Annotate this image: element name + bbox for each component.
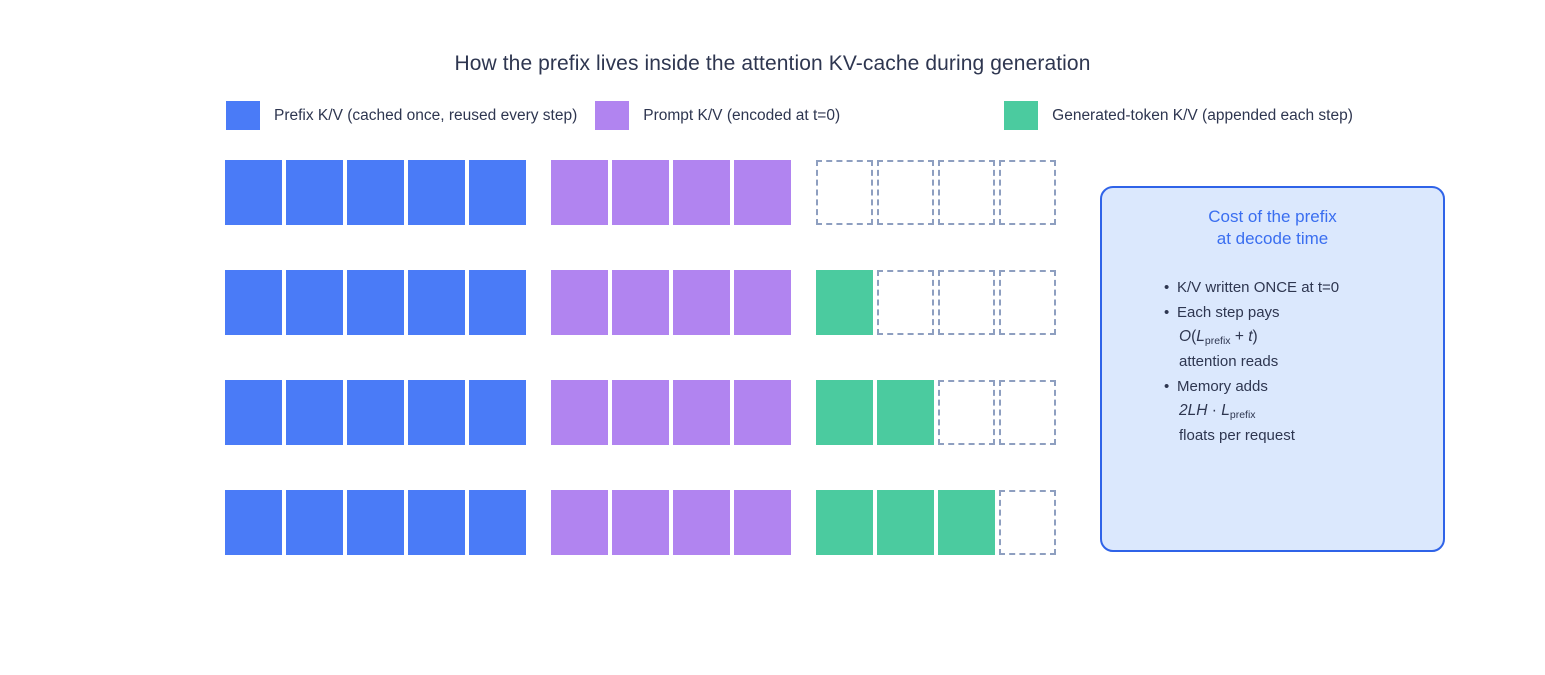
prompt-cell	[612, 270, 669, 335]
generated-cell	[816, 380, 873, 445]
generated-cell	[877, 380, 934, 445]
empty-slot-cell	[999, 490, 1056, 555]
prompt-cell	[673, 380, 730, 445]
prompt-cell	[612, 160, 669, 225]
empty-slot-cell	[816, 160, 873, 225]
legend-item-prefix: Prefix K/V (cached once, reused every st…	[226, 101, 577, 130]
panel-bullet-list: • K/V written ONCE at t=0 • Each step pa…	[1122, 276, 1423, 448]
panel-bullet-formula: O(Lprefix + t)	[1179, 328, 1258, 347]
prompt-cell	[673, 270, 730, 335]
prefix-group	[225, 490, 526, 555]
prompt-cell	[734, 380, 791, 445]
prefix-cell	[286, 270, 343, 335]
prefix-cell	[469, 380, 526, 445]
row-cells-t0	[225, 160, 1056, 225]
prompt-cell	[673, 490, 730, 555]
row-cells-t3	[225, 490, 1056, 555]
cost-info-panel: Cost of the prefix at decode time • K/V …	[1100, 186, 1445, 552]
panel-bullet-item: • K/V written ONCE at t=0	[1164, 276, 1423, 300]
empty-slot-cell	[877, 160, 934, 225]
prefix-cell	[286, 490, 343, 555]
generated-cell	[816, 490, 873, 555]
empty-slot-cell	[938, 270, 995, 335]
page-title: How the prefix lives inside the attentio…	[454, 52, 1091, 75]
prefix-cell	[347, 160, 404, 225]
prefix-cell	[225, 490, 282, 555]
legend-item-prompt: Prompt K/V (encoded at t=0)	[595, 101, 840, 130]
prompt-group	[551, 490, 791, 555]
prefix-cell	[469, 270, 526, 335]
legend-item-generated: Generated-token K/V (appended each step)	[1004, 101, 1353, 130]
panel-heading-line2: at decode time	[1216, 229, 1329, 248]
prefix-cell	[469, 490, 526, 555]
panel-bullet-text: K/V written ONCE at t=0	[1177, 279, 1340, 296]
prompt-cell	[734, 160, 791, 225]
prefix-cell	[225, 380, 282, 445]
prompt-cell	[612, 380, 669, 445]
generated-group	[816, 160, 1056, 225]
prefix-swatch-icon	[226, 101, 260, 130]
prompt-cell	[551, 270, 608, 335]
legend-label-prefix: Prefix K/V (cached once, reused every st…	[274, 106, 578, 124]
panel-bullet-text: Memory adds	[1177, 378, 1268, 395]
prefix-group	[225, 380, 526, 445]
prefix-cell	[408, 270, 465, 335]
prompt-group	[551, 380, 791, 445]
panel-bullet-tail: floats per request	[1179, 427, 1295, 444]
generated-swatch-icon	[1004, 101, 1039, 130]
empty-slot-cell	[877, 270, 934, 335]
panel-bullet-tail: attention reads	[1179, 353, 1279, 370]
row-cells-t2	[225, 380, 1056, 445]
prefix-group	[225, 270, 526, 335]
prompt-cell	[673, 160, 730, 225]
panel-bullet-item: • Memory adds 2LH · Lprefix floats per r…	[1164, 375, 1423, 448]
prompt-swatch-icon	[595, 101, 630, 130]
prefix-cell	[286, 380, 343, 445]
panel-bullet-formula: 2LH · Lprefix	[1179, 402, 1256, 421]
empty-slot-cell	[999, 160, 1056, 225]
empty-slot-cell	[999, 270, 1056, 335]
generated-cell	[816, 270, 873, 335]
empty-slot-cell	[999, 380, 1056, 445]
empty-slot-cell	[938, 380, 995, 445]
prefix-cell	[408, 380, 465, 445]
prefix-cell	[286, 160, 343, 225]
legend-label-prompt: Prompt K/V (encoded at t=0)	[643, 106, 841, 124]
bullet-dot-icon: •	[1164, 279, 1170, 296]
prefix-cell	[225, 270, 282, 335]
panel-bullet-item: • Each step pays O(Lprefix + t) attentio…	[1164, 301, 1423, 374]
prompt-cell	[551, 160, 608, 225]
bullet-dot-icon: •	[1164, 304, 1170, 321]
prefix-cell	[469, 160, 526, 225]
generated-group	[816, 490, 1056, 555]
prompt-cell	[551, 490, 608, 555]
panel-heading-line1: Cost of the prefix	[1208, 207, 1337, 226]
prefix-cell	[347, 270, 404, 335]
prefix-cell	[225, 160, 282, 225]
prompt-group	[551, 160, 791, 225]
prompt-cell	[734, 270, 791, 335]
prompt-cell	[734, 490, 791, 555]
prompt-cell	[551, 380, 608, 445]
prefix-group	[225, 160, 526, 225]
panel-heading: Cost of the prefix at decode time	[1122, 206, 1423, 250]
prefix-cell	[408, 160, 465, 225]
bullet-dot-icon: •	[1164, 378, 1170, 395]
generated-cell	[938, 490, 995, 555]
generated-cell	[877, 490, 934, 555]
legend: Prefix K/V (cached once, reused every st…	[226, 101, 1353, 130]
empty-slot-cell	[938, 160, 995, 225]
panel-bullet-text: Each step pays	[1177, 304, 1280, 321]
generated-group	[816, 270, 1056, 335]
prefix-cell	[408, 490, 465, 555]
prefix-cell	[347, 380, 404, 445]
prefix-cell	[347, 490, 404, 555]
legend-label-generated: Generated-token K/V (appended each step)	[1052, 106, 1353, 124]
prompt-cell	[612, 490, 669, 555]
generated-group	[816, 380, 1056, 445]
row-cells-t1	[225, 270, 1056, 335]
prompt-group	[551, 270, 791, 335]
